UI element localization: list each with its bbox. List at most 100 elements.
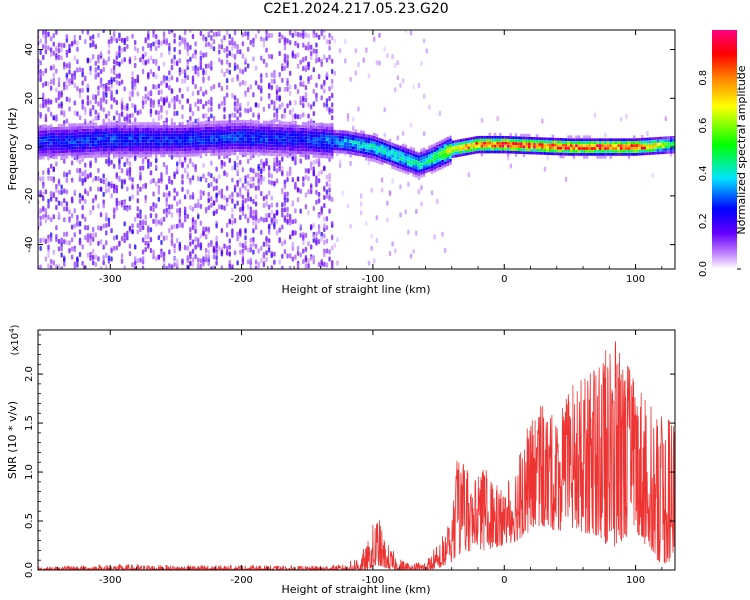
spectrogram-ridge-cell [118,151,121,155]
spectrogram-ridge-cell [270,135,274,139]
spectrogram-ridge-cell [189,139,192,143]
spectrogram-noise-cell [81,171,84,177]
spectrogram-noise-cell [286,63,289,69]
spectrogram-noise-cell [467,172,470,178]
spectrogram-noise-cell [315,231,318,237]
spectrogram-ridge-cell [425,149,429,153]
spectrogram-noise-cell [105,60,108,66]
spectrogram-noise-cell [309,165,313,171]
spectrogram-noise-cell [404,209,407,215]
spectrogram-ridge-cell [68,147,71,150]
spectrogram-noise-cell [162,61,166,67]
spectrogram-noise-cell [44,102,48,108]
spectrogram-noise-cell [212,254,216,260]
spectrogram-ridge-cell [254,137,258,141]
spectrogram-noise-cell [191,34,195,40]
spectrogram-ridge-cell [115,148,119,152]
spectrogram-ridge-cell [204,141,208,145]
spectrogram-ridge-cell [467,140,471,144]
spectrogram-ridge-cell [535,151,539,155]
spectrogram-ridge-cell [220,149,224,153]
spectrogram-noise-cell [249,243,252,249]
spectrogram-noise-cell [139,214,142,220]
spectrogram-noise-cell [44,256,48,262]
spectrogram-ridge-cell [562,143,565,147]
spectrogram-ridge-cell [399,148,402,152]
spectrogram-ridge-cell [449,158,452,162]
spectrogram-ridge-cell [270,150,274,153]
spectrogram-noise-cell [223,35,226,41]
spectrogram-noise-cell [349,76,352,82]
colorbar-tick-label: 0.0 [698,261,709,277]
spectrogram-ridge-cell [527,136,531,140]
spectrogram-ridge-cell [141,133,145,137]
spectrogram-noise-cell [84,177,87,183]
spectrogram-ridge-cell [212,126,216,130]
spectrogram-ridge-cell [459,147,463,151]
spectrogram-noise-cell [199,55,203,61]
spectrogram-ridge-cell [47,130,50,133]
spectrogram-noise-cell [225,222,229,228]
spectrogram-noise-cell [254,224,258,230]
spectrogram-ridge-cell [275,132,279,136]
spectrogram-ridge-cell [590,152,594,156]
spectrogram-noise-cell [55,184,58,190]
spectrogram-ridge-cell [267,135,271,139]
spectrogram-ridge-cell [659,145,662,149]
spectrogram-noise-cell [39,245,42,251]
spectrogram-noise-cell [70,196,74,202]
spectrogram-ridge-cell [299,124,302,128]
spectrogram-ridge-cell [131,148,134,152]
spectrogram-ridge-cell [546,140,549,144]
spectrogram-ridge-cell [346,136,350,140]
spectrogram-noise-cell [131,194,134,200]
spectrogram-noise-cell [281,34,284,40]
spectrogram-noise-cell [155,74,158,80]
spectrogram-ridge-cell [86,134,90,138]
spectrogram-ridge-cell [604,147,607,150]
spectrogram-noise-cell [99,212,103,218]
spectrogram-noise-cell [309,224,313,230]
spectrogram-noise-cell [70,224,74,230]
spectrogram-ridge-cell [128,133,132,137]
spectrogram-ridge-cell [133,133,137,137]
spectrogram-ridge-cell [280,141,284,145]
spectrogram-noise-cell [262,58,266,64]
spectrogram-noise-cell [260,216,263,222]
spectrogram-ridge-cell [541,146,544,149]
spectrogram-ridge-cell [110,131,113,134]
spectrogram-noise-cell [299,232,302,238]
spectrogram-ridge-cell [622,150,626,153]
spectrogram-ridge-cell [611,152,615,156]
spectrogram-ridge-cell [233,152,237,156]
spectrogram-noise-cell [157,184,161,190]
spectrogram-ridge-cell [141,148,145,152]
spectrogram-ridge-cell [81,155,84,159]
spectrogram-noise-cell [49,51,53,57]
spectrogram-noise-cell [94,98,97,104]
spectrogram-ridge-cell [38,142,40,146]
spectrogram-ridge-cell [170,122,174,126]
spectrogram-ridge-cell [294,124,297,128]
spectrogram-ridge-cell [627,138,631,142]
spectrogram-ridge-cell [65,126,69,130]
spectrogram-ridge-cell [89,146,92,150]
spectrogram-noise-cell [89,57,92,63]
spectrogram-ridge-cell [375,154,379,158]
spectrogram-noise-cell [220,227,224,233]
spectrogram-ridge-cell [383,139,387,143]
spectrogram-ridge-cell [238,152,242,155]
spectrogram-noise-cell [107,161,111,167]
spectrogram-ridge-cell [370,141,373,144]
spectrogram-ridge-cell [249,152,253,156]
spectrogram-ridge-cell [280,147,284,151]
spectrogram-ridge-cell [44,124,48,128]
spectrogram-ridge-cell [362,154,366,157]
spectrogram-ridge-cell [309,128,313,132]
spectrogram-ridge-cell [202,124,205,127]
spectrogram-ridge-cell [593,138,597,142]
spectrogram-ridge-cell [307,151,310,155]
spectrogram-ridge-cell [499,141,502,145]
spectrogram-noise-cell [189,205,192,211]
spectrogram-ridge-cell [265,141,268,145]
